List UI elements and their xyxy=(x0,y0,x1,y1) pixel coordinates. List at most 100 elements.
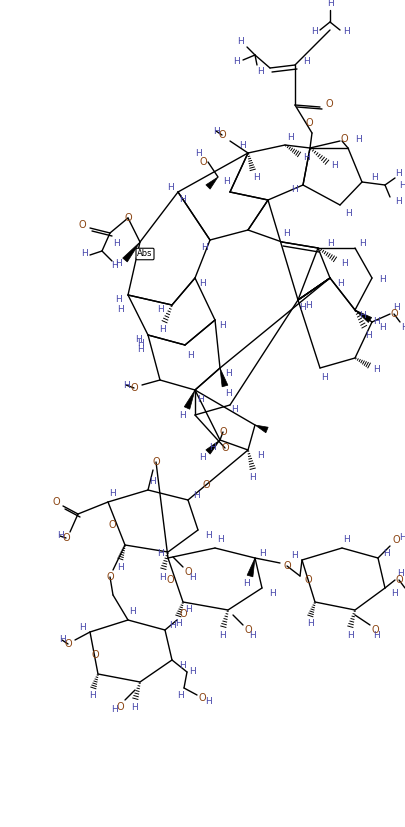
Text: H: H xyxy=(326,0,333,8)
Text: H: H xyxy=(220,632,226,640)
Text: H: H xyxy=(190,572,196,581)
Text: O: O xyxy=(390,309,398,319)
Polygon shape xyxy=(184,390,195,409)
Text: H: H xyxy=(399,181,405,190)
Text: H: H xyxy=(238,37,244,46)
Text: H: H xyxy=(209,443,215,452)
Text: H: H xyxy=(249,474,256,482)
Text: H: H xyxy=(205,530,211,539)
Text: H: H xyxy=(249,630,256,639)
Text: H: H xyxy=(392,303,399,312)
Text: O: O xyxy=(108,520,116,530)
Text: Abs: Abs xyxy=(137,250,153,259)
Text: H: H xyxy=(217,536,224,544)
Text: H: H xyxy=(90,691,96,700)
Text: H: H xyxy=(372,174,378,183)
Text: H: H xyxy=(394,170,401,179)
Text: H: H xyxy=(82,248,88,257)
Text: H: H xyxy=(202,243,209,252)
Text: O: O xyxy=(198,693,206,703)
Text: H: H xyxy=(341,259,347,267)
Text: H: H xyxy=(225,389,231,398)
Text: H: H xyxy=(269,589,275,597)
Text: O: O xyxy=(91,650,99,660)
Text: H: H xyxy=(160,573,166,582)
Text: O: O xyxy=(221,443,229,453)
Text: H: H xyxy=(253,174,259,183)
Text: H: H xyxy=(240,141,246,150)
Text: H: H xyxy=(149,477,156,486)
Text: O: O xyxy=(218,130,226,140)
Text: O: O xyxy=(179,609,187,619)
Text: O: O xyxy=(219,427,227,437)
Text: H: H xyxy=(57,532,63,541)
Text: H: H xyxy=(374,632,380,640)
Text: H: H xyxy=(374,318,380,327)
Text: H: H xyxy=(225,369,231,377)
Text: H: H xyxy=(257,66,263,75)
Text: H: H xyxy=(170,620,176,629)
Polygon shape xyxy=(355,310,372,323)
Text: H: H xyxy=(332,161,338,170)
Text: H: H xyxy=(383,548,389,557)
Text: O: O xyxy=(283,561,291,571)
Text: H: H xyxy=(157,305,163,314)
Text: H: H xyxy=(115,260,122,269)
Text: H: H xyxy=(189,667,195,676)
Text: O: O xyxy=(152,457,160,467)
Text: H: H xyxy=(185,605,192,614)
Text: H: H xyxy=(304,152,310,161)
Text: H: H xyxy=(337,279,343,288)
Text: H: H xyxy=(220,321,226,329)
Text: H: H xyxy=(59,635,65,644)
Text: H: H xyxy=(112,261,118,270)
Text: H: H xyxy=(117,562,124,571)
Text: H: H xyxy=(130,608,136,616)
Text: O: O xyxy=(124,213,132,223)
Text: H: H xyxy=(166,183,173,192)
Text: O: O xyxy=(64,639,72,649)
Text: H: H xyxy=(198,453,205,462)
Text: H: H xyxy=(401,323,405,332)
Text: H: H xyxy=(360,238,367,247)
Text: O: O xyxy=(184,567,192,577)
Text: H: H xyxy=(177,691,183,700)
Polygon shape xyxy=(255,425,268,433)
Text: H: H xyxy=(200,279,207,288)
Text: H: H xyxy=(322,374,328,383)
Polygon shape xyxy=(206,440,220,454)
Text: H: H xyxy=(134,336,141,345)
Text: H: H xyxy=(345,208,352,218)
Text: H: H xyxy=(355,136,361,145)
Text: H: H xyxy=(132,704,139,713)
Polygon shape xyxy=(247,558,255,576)
Text: H: H xyxy=(399,533,405,543)
Text: H: H xyxy=(379,323,386,332)
Text: H: H xyxy=(307,619,313,629)
Text: H: H xyxy=(304,56,310,65)
Text: O: O xyxy=(116,702,124,712)
Text: H: H xyxy=(123,380,129,390)
Text: O: O xyxy=(199,157,207,167)
Text: H: H xyxy=(244,579,250,587)
Text: H: H xyxy=(287,132,293,141)
Text: O: O xyxy=(202,480,210,490)
Polygon shape xyxy=(206,177,218,189)
Text: O: O xyxy=(62,533,70,543)
Text: H: H xyxy=(234,56,241,65)
Text: H: H xyxy=(291,551,297,560)
Text: H: H xyxy=(305,300,311,309)
Text: H: H xyxy=(136,338,143,347)
Text: O: O xyxy=(304,575,312,585)
Text: H: H xyxy=(300,304,306,313)
Text: H: H xyxy=(110,490,116,499)
Text: H: H xyxy=(311,26,318,36)
Text: H: H xyxy=(347,632,354,640)
Text: H: H xyxy=(180,195,186,204)
Text: O: O xyxy=(395,575,403,585)
Text: H: H xyxy=(113,238,119,247)
Text: H: H xyxy=(398,570,404,579)
Text: H: H xyxy=(115,295,122,304)
Text: O: O xyxy=(106,572,114,582)
Text: O: O xyxy=(78,220,86,230)
